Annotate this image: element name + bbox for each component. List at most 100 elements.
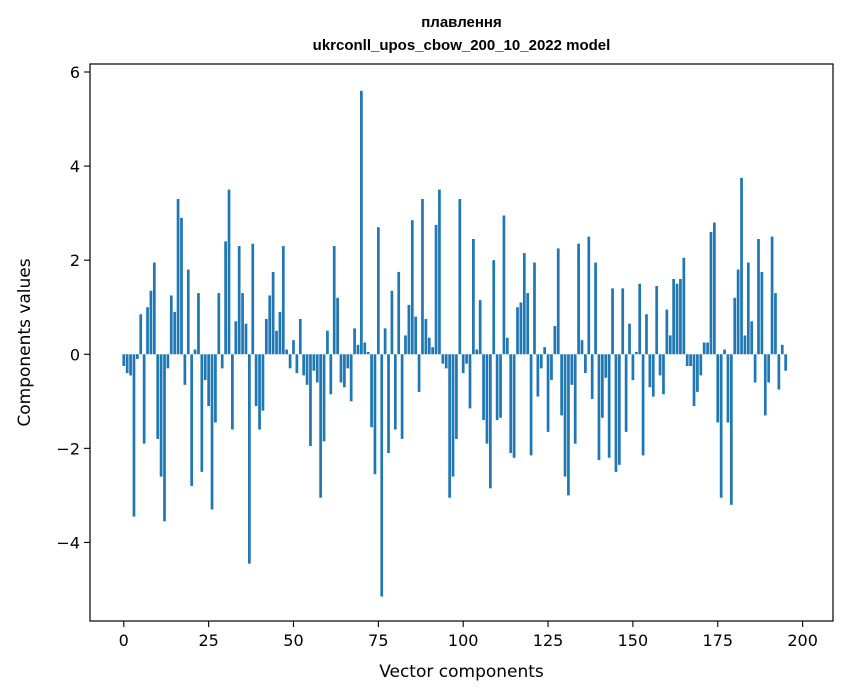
bar	[539, 354, 543, 369]
bar	[360, 90, 363, 355]
y-tick-label: 4	[70, 157, 80, 176]
bar	[200, 354, 204, 472]
bar	[203, 354, 207, 381]
bar	[774, 293, 777, 355]
y-tick-label: 0	[70, 345, 80, 364]
bar	[533, 262, 536, 355]
bar	[197, 293, 200, 355]
bar	[675, 283, 679, 355]
bar	[241, 293, 244, 355]
bar	[719, 354, 723, 498]
bar	[414, 316, 418, 355]
y-tick-label: −4	[56, 533, 80, 552]
bar	[492, 260, 496, 355]
bar	[505, 337, 509, 355]
bar	[468, 354, 472, 409]
bar	[183, 354, 187, 385]
bar	[258, 354, 261, 430]
bar	[597, 354, 601, 461]
bar	[546, 354, 550, 432]
x-tick-label: 25	[198, 631, 218, 650]
bar	[502, 215, 506, 355]
bar	[264, 318, 268, 355]
bar	[193, 349, 197, 355]
bar	[373, 354, 377, 475]
bar	[617, 354, 621, 465]
bar	[465, 354, 468, 364]
bar	[312, 354, 316, 371]
bar	[760, 271, 764, 355]
bar	[645, 314, 648, 355]
bar	[404, 335, 407, 355]
bar	[122, 354, 126, 367]
bar	[607, 354, 611, 458]
bar	[156, 354, 160, 439]
bar	[309, 354, 312, 446]
bar	[251, 243, 255, 355]
bar	[584, 354, 587, 374]
bar	[601, 354, 604, 418]
bar	[662, 354, 665, 395]
bar	[417, 354, 421, 392]
bar	[176, 199, 180, 355]
bar	[733, 297, 737, 355]
bar	[400, 354, 404, 439]
bar	[142, 354, 146, 444]
bar	[166, 354, 170, 369]
bar	[519, 302, 523, 355]
bars-group	[122, 90, 788, 597]
bar	[332, 246, 336, 355]
bar	[431, 347, 435, 355]
bar	[780, 344, 784, 355]
bar	[550, 354, 553, 381]
bar	[723, 349, 726, 355]
bar	[611, 288, 614, 355]
bar	[234, 321, 238, 355]
bar	[641, 354, 645, 456]
x-axis-label: Vector components	[379, 662, 544, 682]
bar	[655, 286, 659, 355]
bar	[526, 293, 530, 355]
bar	[475, 349, 479, 355]
bar	[271, 271, 275, 355]
bar	[159, 354, 163, 477]
bar	[689, 354, 692, 367]
bar	[237, 246, 241, 355]
bar	[451, 354, 455, 477]
bar	[295, 354, 299, 374]
bar	[410, 220, 414, 355]
bar	[499, 354, 502, 418]
bar	[135, 354, 139, 359]
bar	[580, 340, 584, 355]
bar	[631, 354, 635, 381]
y-axis-label: Components values	[15, 258, 35, 426]
x-tick-label: 125	[533, 631, 564, 650]
bar	[220, 354, 224, 369]
bar	[736, 269, 740, 355]
bar	[614, 354, 618, 472]
x-axis-ticks: 0 25 50 75 100 125 150 175 200	[119, 621, 818, 650]
bar	[692, 354, 696, 407]
bar	[570, 354, 574, 385]
bar	[478, 300, 482, 355]
bar	[363, 342, 367, 355]
bar	[343, 354, 346, 388]
bar	[577, 243, 580, 355]
bar	[743, 335, 747, 355]
bar	[190, 354, 194, 486]
bar	[604, 354, 608, 378]
bar	[685, 354, 689, 367]
bar	[261, 354, 265, 411]
bar	[173, 311, 177, 355]
bar	[482, 354, 485, 421]
bar	[516, 307, 519, 355]
bar	[716, 354, 720, 423]
bar	[298, 318, 302, 355]
bar	[750, 321, 754, 355]
bar	[444, 354, 448, 369]
x-tick-label: 200	[787, 631, 818, 650]
x-tick-label: 75	[368, 631, 388, 650]
bar	[746, 262, 750, 355]
bar	[509, 354, 513, 454]
